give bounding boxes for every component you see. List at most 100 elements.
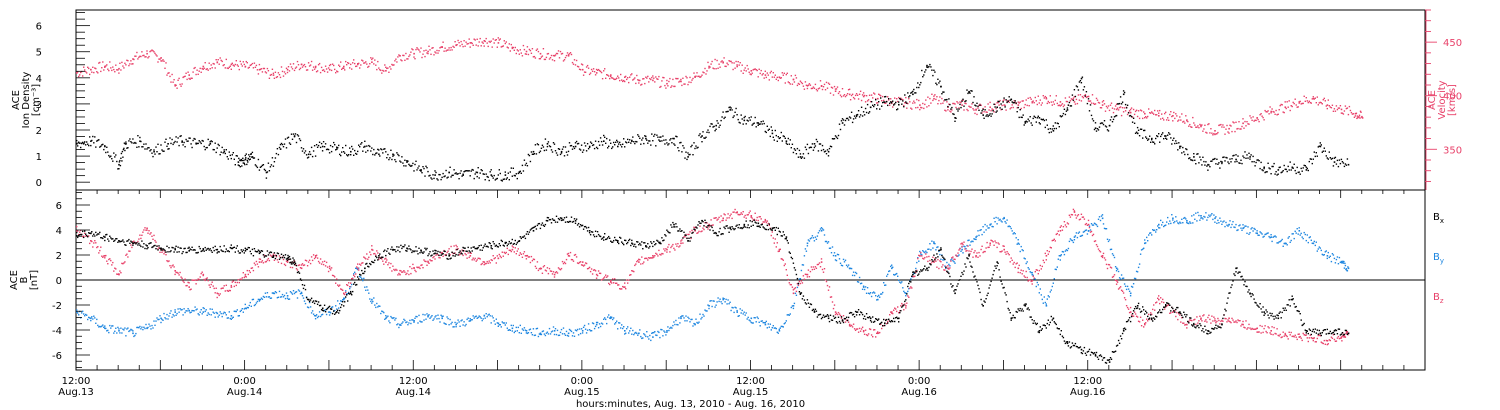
- density-series-point: [728, 106, 730, 109]
- bz-series-point: [699, 225, 701, 227]
- velocity-series-datum: [511, 47, 514, 50]
- by-series-point: [95, 322, 97, 324]
- bz-series-point: [777, 250, 779, 253]
- by-series-point: [867, 292, 870, 294]
- by-series-point: [937, 246, 939, 248]
- by-series-point: [113, 332, 115, 334]
- velocity-series-point: [192, 71, 194, 73]
- by-series-point: [118, 328, 120, 330]
- by-series-point: [1089, 229, 1092, 231]
- velocity-series-point: [137, 58, 139, 60]
- by-series-point: [1184, 216, 1186, 219]
- by-series-point: [428, 314, 430, 316]
- density-series-point: [837, 134, 840, 137]
- bz-series-point: [621, 288, 623, 290]
- by-series-point: [109, 324, 111, 327]
- velocity-series-point: [1070, 98, 1073, 100]
- velocity-series-point: [1293, 102, 1295, 105]
- density-series-point: [1041, 119, 1043, 121]
- bz-series-point: [685, 233, 687, 236]
- density-series-point: [578, 148, 581, 150]
- density-series-point: [625, 141, 627, 143]
- velocity-series-point: [1310, 102, 1312, 104]
- by-series-point: [289, 291, 292, 293]
- by-series-point: [509, 329, 511, 331]
- density-series-point: [824, 150, 827, 152]
- bz-series-point: [535, 267, 538, 269]
- bz-series-point: [634, 264, 636, 267]
- by-series-point: [291, 293, 294, 295]
- by-series-point: [703, 315, 705, 317]
- density-series-point: [715, 128, 717, 130]
- density-series-point: [243, 162, 245, 164]
- density-series-point: [349, 147, 351, 149]
- density-series-point: [783, 135, 785, 138]
- by-series-point: [207, 312, 209, 314]
- bz-series-point: [89, 242, 91, 245]
- density-series-point: [959, 103, 961, 106]
- bz-series-point: [455, 244, 457, 247]
- velocity-series-datum: [385, 70, 387, 72]
- by-series-point: [932, 247, 934, 249]
- velocity-series-point: [1119, 106, 1122, 108]
- by-series-point: [421, 321, 423, 323]
- bz-series-point: [597, 270, 600, 272]
- by-series-point: [1260, 232, 1262, 234]
- by-series-point: [1129, 295, 1132, 297]
- density-series-point: [154, 153, 156, 155]
- density-series-point: [366, 145, 368, 147]
- density-series-point: [1150, 141, 1152, 143]
- density-series-point: [956, 108, 958, 110]
- bz-series-point: [264, 261, 267, 263]
- by-series-point: [380, 312, 382, 315]
- density-series-datum: [940, 85, 942, 88]
- velocity-series-point: [1236, 128, 1238, 130]
- bz-series-point: [533, 258, 536, 261]
- density-series-point: [1081, 76, 1084, 78]
- bz-series-point: [627, 282, 629, 284]
- velocity-series-point: [779, 77, 781, 79]
- bz-series-point: [310, 256, 313, 258]
- bz-series-point: [603, 277, 605, 279]
- by-series-point: [546, 331, 549, 333]
- density-series-point: [1264, 171, 1266, 174]
- bz-series-point: [98, 252, 100, 254]
- velocity-series-point: [1063, 104, 1066, 106]
- velocity-series-point: [171, 73, 173, 76]
- density-series-point: [796, 147, 799, 150]
- velocity-series-point: [817, 88, 820, 90]
- density-series-point: [125, 141, 127, 143]
- by-series-point: [120, 327, 122, 329]
- by-series-point: [898, 279, 900, 282]
- by-series-datum: [1200, 215, 1202, 217]
- by-series-point: [1198, 214, 1200, 217]
- velocity-series-point: [1286, 101, 1288, 103]
- by-series-point: [383, 311, 385, 314]
- by-series-point: [556, 329, 559, 332]
- density-series-point: [281, 143, 284, 146]
- velocity-series-point: [1345, 107, 1348, 110]
- velocity-series-point: [1316, 96, 1318, 98]
- velocity-series-point: [1224, 133, 1226, 135]
- density-series-point: [1230, 161, 1232, 163]
- by-series-datum: [76, 311, 78, 313]
- bz-series-point: [267, 257, 270, 260]
- density-series-point: [194, 138, 196, 140]
- by-series-point: [986, 225, 988, 227]
- by-series-point: [308, 301, 311, 304]
- density-series-point: [566, 154, 569, 156]
- velocity-series-point: [884, 102, 886, 104]
- by-series-datum: [1158, 223, 1160, 226]
- velocity-series-point: [738, 64, 740, 66]
- density-series-point: [1325, 155, 1327, 157]
- by-series-datum: [160, 317, 162, 320]
- by-series-datum: [399, 323, 401, 326]
- bz-series-point: [710, 219, 712, 221]
- density-series-point: [193, 137, 195, 140]
- velocity-series-point: [1342, 113, 1345, 115]
- by-series-point: [1085, 229, 1088, 231]
- by-series-point: [632, 329, 634, 332]
- velocity-series-point: [403, 54, 405, 57]
- velocity-series-point: [625, 75, 627, 78]
- bz-series-point: [662, 253, 664, 255]
